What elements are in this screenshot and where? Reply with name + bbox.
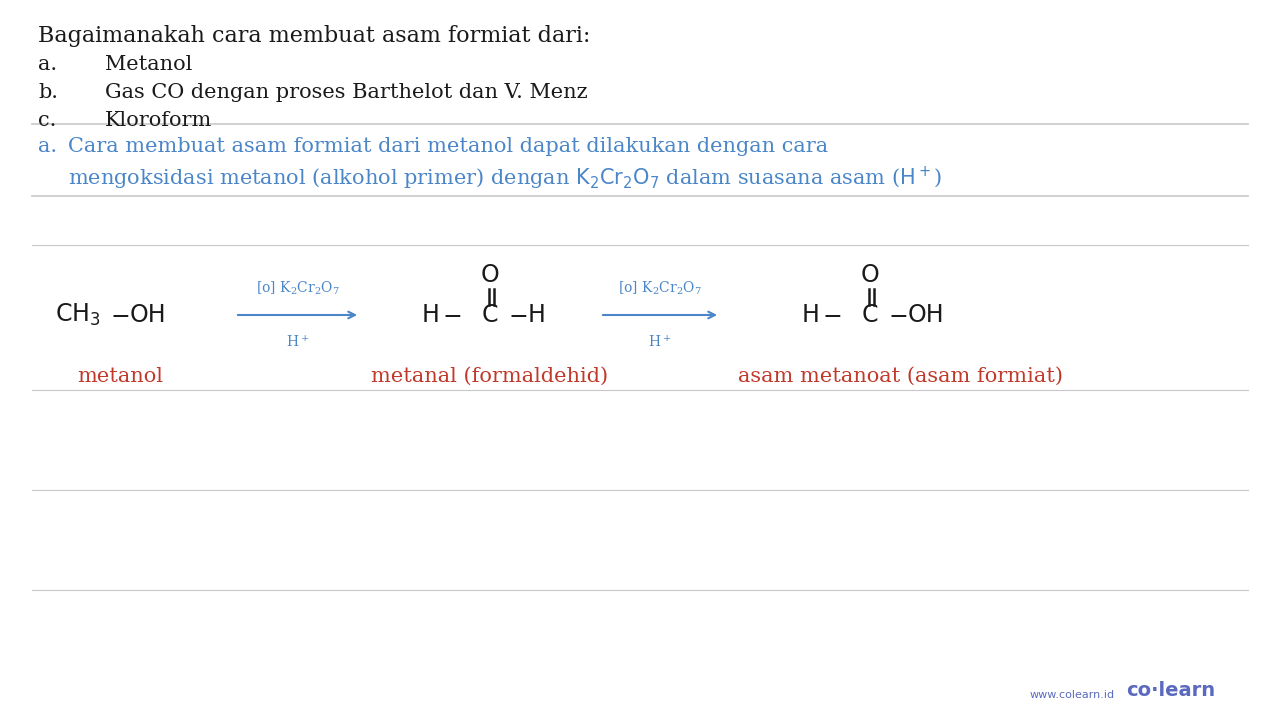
Text: Gas CO dengan proses Barthelot dan V. Menz: Gas CO dengan proses Barthelot dan V. Me… bbox=[105, 83, 588, 102]
Text: Metanol: Metanol bbox=[105, 55, 192, 74]
Text: Kloroform: Kloroform bbox=[105, 111, 212, 130]
Text: C: C bbox=[483, 303, 498, 327]
Text: C: C bbox=[861, 303, 878, 327]
Text: $\mathregular{CH_3}$: $\mathregular{CH_3}$ bbox=[55, 302, 101, 328]
Text: O: O bbox=[860, 263, 879, 287]
Text: asam metanoat (asam formiat): asam metanoat (asam formiat) bbox=[737, 367, 1062, 386]
Text: OH: OH bbox=[131, 303, 166, 327]
Text: $-$: $-$ bbox=[442, 303, 461, 327]
Text: mengoksidasi metanol (alkohol primer) dengan $\mathrm{K_2Cr_2O_7}$ dalam suasana: mengoksidasi metanol (alkohol primer) de… bbox=[68, 165, 942, 192]
Text: H: H bbox=[803, 303, 820, 327]
Text: metanal (formaldehid): metanal (formaldehid) bbox=[371, 367, 608, 386]
Text: $-$: $-$ bbox=[822, 303, 841, 327]
Text: OH: OH bbox=[908, 303, 945, 327]
Text: H: H bbox=[422, 303, 440, 327]
Text: c.: c. bbox=[38, 111, 56, 130]
Text: a.: a. bbox=[38, 55, 58, 74]
Text: www.colearn.id: www.colearn.id bbox=[1030, 690, 1115, 700]
Text: $\mathregular{H^+}$: $\mathregular{H^+}$ bbox=[285, 333, 310, 350]
Text: $-$: $-$ bbox=[110, 303, 129, 327]
Text: co·learn: co·learn bbox=[1126, 681, 1215, 700]
Text: O: O bbox=[480, 263, 499, 287]
Text: H: H bbox=[529, 303, 545, 327]
Text: Cara membuat asam formiat dari metanol dapat dilakukan dengan cara: Cara membuat asam formiat dari metanol d… bbox=[68, 137, 828, 156]
Text: $-$: $-$ bbox=[888, 303, 908, 327]
Text: a.: a. bbox=[38, 137, 58, 156]
Text: [o] $\mathregular{K_2Cr_2O_7}$: [o] $\mathregular{K_2Cr_2O_7}$ bbox=[618, 279, 701, 297]
Text: Bagaimanakah cara membuat asam formiat dari:: Bagaimanakah cara membuat asam formiat d… bbox=[38, 25, 590, 47]
Text: metanol: metanol bbox=[77, 367, 163, 386]
Text: $\mathregular{H^+}$: $\mathregular{H^+}$ bbox=[649, 333, 672, 350]
Text: b.: b. bbox=[38, 83, 58, 102]
Text: $-$: $-$ bbox=[508, 303, 527, 327]
Text: [o] $\mathregular{K_2Cr_2O_7}$: [o] $\mathregular{K_2Cr_2O_7}$ bbox=[256, 279, 339, 297]
